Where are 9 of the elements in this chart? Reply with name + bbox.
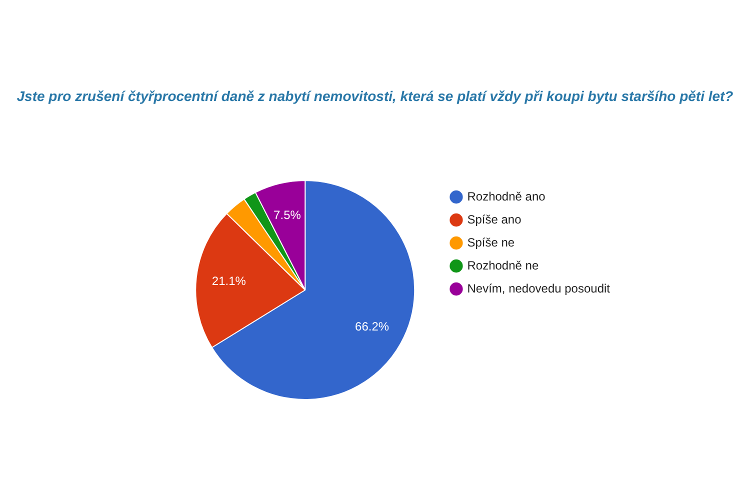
legend-label: Rozhodně ne xyxy=(467,258,539,272)
data-label: 66.2% xyxy=(355,320,390,334)
data-label: 21.1% xyxy=(212,274,246,288)
legend-label: Spíše ne xyxy=(467,235,515,250)
chart-title: Jste pro zrušení čtyřprocentní daně z nabytí nemovitosti, která se platí vždy při koupi bytu staršího pěti let? xyxy=(16,87,734,106)
data-label: 7.5% xyxy=(274,208,302,222)
legend-label: Nevím, nedovedu posoudit xyxy=(467,281,611,296)
legend-label: Spíše ano xyxy=(467,212,522,226)
legend-label: Rozhodně ano xyxy=(467,189,546,204)
